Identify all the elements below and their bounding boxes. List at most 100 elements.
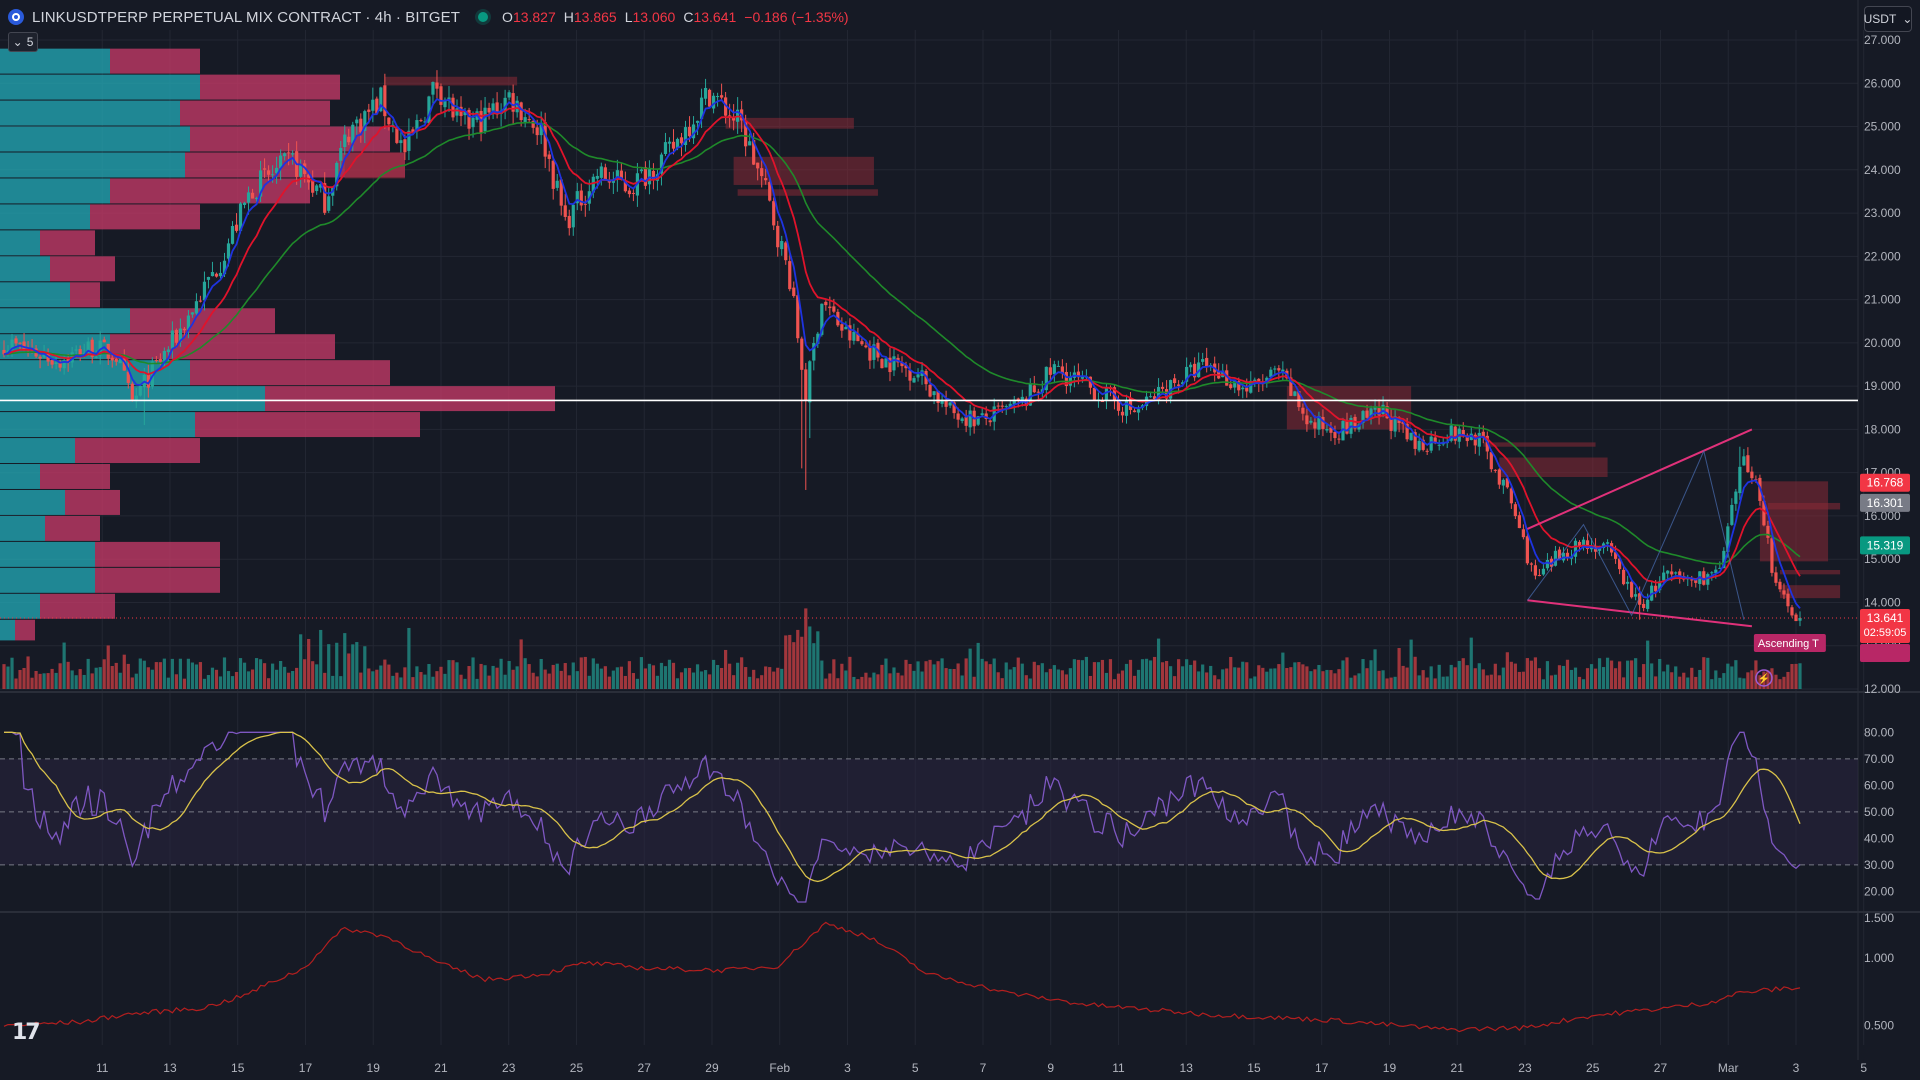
- volume-bar: [1237, 667, 1241, 689]
- candle-body: [323, 183, 327, 213]
- volume-bar: [242, 662, 247, 689]
- symbol-title[interactable]: LINKUSDTPERP PERPETUAL MIX CONTRACT · 4h…: [32, 8, 461, 26]
- volume-bar: [1048, 668, 1052, 689]
- tradingview-logo-icon[interactable]: 17: [12, 1020, 41, 1045]
- volume-bar: [6, 666, 10, 689]
- price-axis-label: 25.000: [1864, 120, 1901, 134]
- volume-bar: [1393, 676, 1397, 689]
- volume-bar: [1553, 674, 1558, 689]
- currency-select[interactable]: USDT ⌄: [1864, 6, 1912, 32]
- volume-bar: [920, 671, 924, 689]
- price-tag-red-box: [1860, 473, 1910, 492]
- pattern-zigzag: [1526, 449, 1745, 620]
- candle-body: [1525, 536, 1529, 564]
- volume-bar: [30, 677, 34, 689]
- volume-bar: [527, 664, 531, 689]
- candle-body: [1233, 380, 1237, 388]
- volume-bar: [1124, 663, 1129, 689]
- candle-body: [218, 272, 223, 277]
- volume-bar: [299, 634, 303, 689]
- volume-profile-down-bar: [65, 489, 120, 515]
- candle-body: [279, 155, 283, 169]
- candle-body: [1630, 581, 1634, 598]
- candle-body: [58, 362, 62, 368]
- price-axis-label: 20.000: [1864, 336, 1901, 350]
- candle-body: [54, 362, 58, 364]
- volume-bar: [1084, 656, 1089, 689]
- candle-body: [1634, 594, 1638, 597]
- volume-bar: [884, 658, 888, 689]
- candle-body: [1794, 614, 1798, 622]
- candle-body: [1136, 409, 1141, 413]
- open-label: O: [502, 9, 513, 25]
- chevron-down-icon: ⌄: [1902, 12, 1913, 26]
- candle-body: [804, 369, 808, 401]
- volume-bar: [679, 672, 684, 689]
- candle-body: [495, 102, 499, 115]
- volume-bar: [740, 657, 744, 689]
- candle-body: [888, 357, 892, 373]
- volume-bar: [42, 673, 46, 689]
- candle-body: [339, 147, 343, 161]
- volume-profile-up-bar: [0, 593, 40, 619]
- candle-body: [675, 138, 680, 148]
- volume-bar: [1601, 667, 1606, 689]
- volume-profile-down-bar: [15, 619, 35, 641]
- candle-body: [1617, 558, 1622, 570]
- candle-body: [1734, 491, 1738, 504]
- candle-body: [1060, 366, 1064, 374]
- candle-body: [1533, 565, 1538, 576]
- candle-body: [371, 99, 375, 111]
- volume-bar: [840, 663, 844, 689]
- volume-bar: [1241, 661, 1245, 689]
- candle-body: [784, 242, 788, 261]
- volume-bar: [1197, 671, 1201, 689]
- volume-bar: [944, 668, 948, 689]
- volume-bar: [1778, 679, 1782, 689]
- candle-body: [214, 273, 219, 277]
- candle-body: [1742, 456, 1746, 466]
- candle-body: [254, 197, 259, 199]
- volume-bar: [415, 666, 419, 689]
- time-axis-label: 17: [1315, 1061, 1329, 1075]
- pattern-axis-tag-box: [1860, 643, 1910, 662]
- candle-body: [691, 124, 696, 139]
- candle-body: [1321, 416, 1325, 429]
- volume-bar: [1670, 672, 1674, 689]
- volume-bar: [1589, 664, 1594, 689]
- candle-body: [347, 136, 351, 143]
- volume-bar: [218, 676, 223, 689]
- volume-bar: [1020, 663, 1024, 689]
- close-label: C: [683, 9, 694, 25]
- volume-bar: [1766, 670, 1770, 689]
- volume-bar: [1032, 661, 1036, 689]
- chainlink-icon[interactable]: [8, 9, 24, 25]
- candle-body: [1437, 444, 1441, 446]
- volume-bar: [1080, 660, 1085, 689]
- volume-bar: [1726, 663, 1730, 689]
- candle-body: [563, 205, 567, 217]
- candle-body: [1269, 369, 1273, 378]
- price-axis-label: 22.000: [1864, 249, 1901, 263]
- volume-bar: [387, 664, 391, 689]
- candle-body: [1666, 570, 1670, 574]
- volume-bar: [1738, 677, 1742, 689]
- candle-body: [1229, 384, 1233, 389]
- volume-bar: [62, 642, 66, 689]
- time-axis-label: 5: [912, 1061, 919, 1075]
- volume-bar: [455, 662, 459, 689]
- volume-bar: [54, 672, 58, 689]
- candle-body: [1433, 437, 1437, 444]
- volume-bar: [539, 658, 543, 689]
- candle-body: [892, 356, 896, 371]
- candle-body: [539, 122, 543, 136]
- volume-bar: [158, 662, 162, 689]
- candle-body: [1004, 406, 1008, 408]
- time-axis-label: 11: [1112, 1061, 1125, 1075]
- candle-body: [956, 413, 960, 420]
- volume-profile-down-bar: [110, 178, 310, 204]
- volume-bar: [138, 658, 142, 689]
- indicators-collapse-button[interactable]: ⌄ 5: [8, 32, 38, 52]
